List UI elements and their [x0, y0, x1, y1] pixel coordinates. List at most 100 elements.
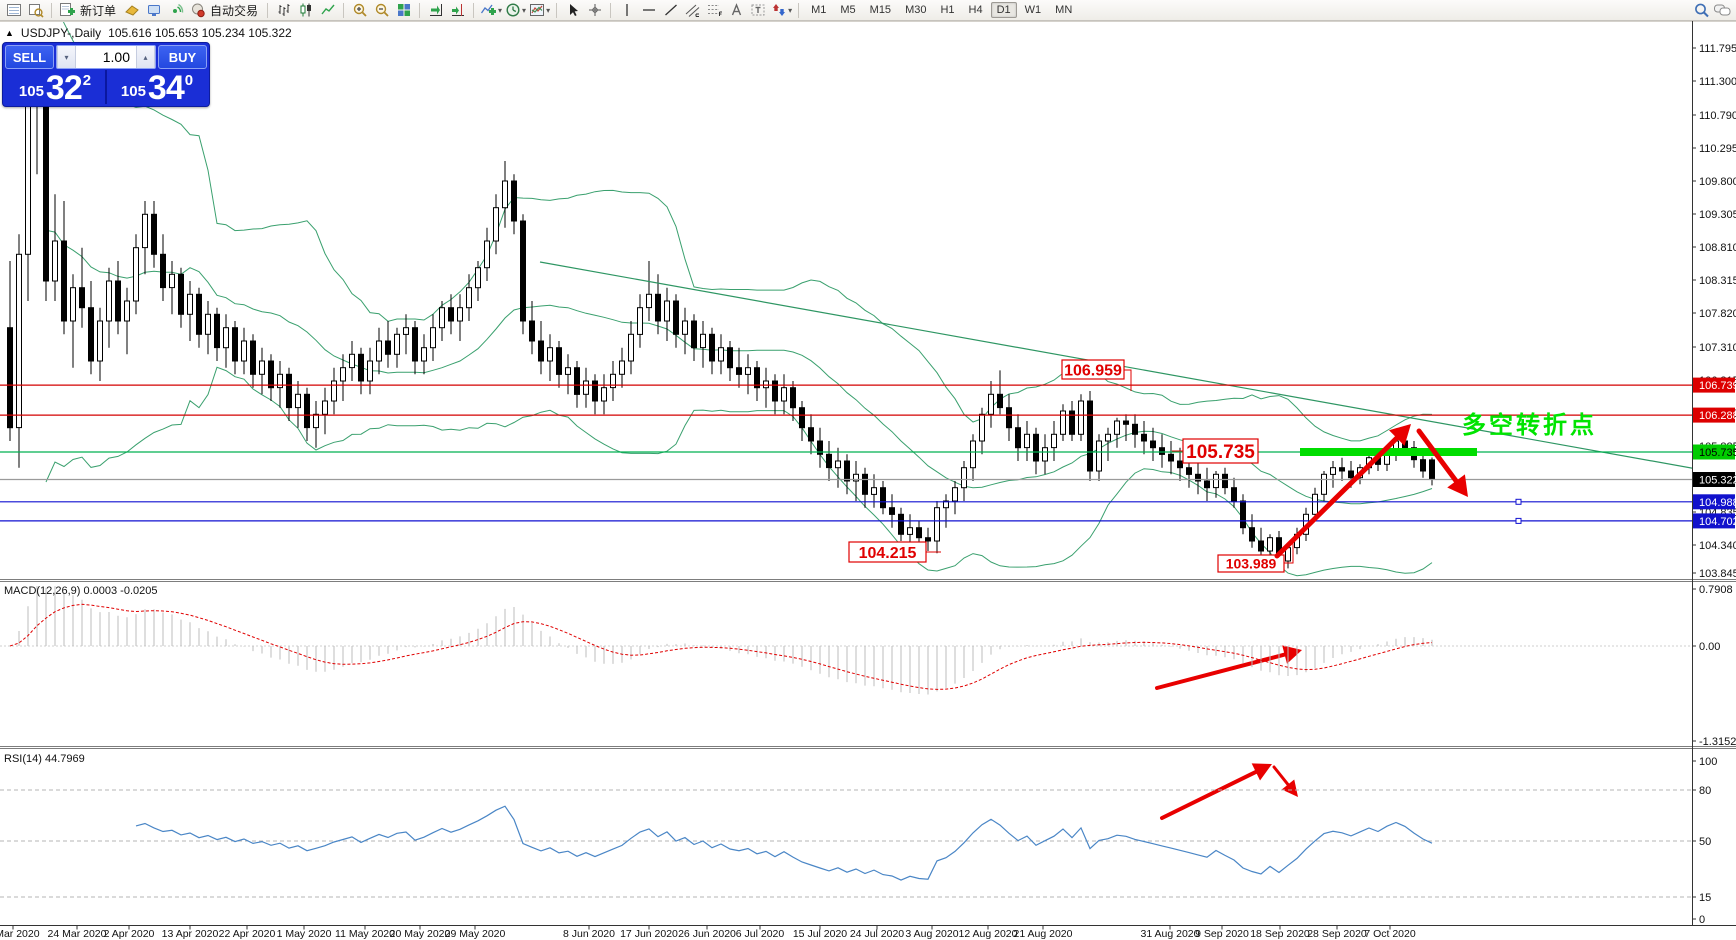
- zoom-in-icon[interactable]: [349, 1, 370, 19]
- sell-price-handle: 105: [18, 83, 44, 100]
- timeframe-button-m15[interactable]: M15: [869, 4, 892, 16]
- price-annotation-106.959[interactable]: 106.959: [1061, 359, 1132, 391]
- hline-handle[interactable]: [1515, 517, 1522, 524]
- volume-increase-button[interactable]: ▴: [136, 46, 155, 68]
- red-arrow[interactable]: [1155, 645, 1302, 690]
- price-annotation-103.989[interactable]: 103.989: [1217, 541, 1294, 573]
- trendline-icon[interactable]: [660, 1, 681, 19]
- red-arrow[interactable]: [1272, 765, 1298, 797]
- new-order-label[interactable]: 新订单: [80, 3, 117, 18]
- line-chart-icon[interactable]: [317, 1, 338, 19]
- date-tick-label: 18 Sep 2020: [1250, 928, 1310, 940]
- price-annotation-104.215[interactable]: 104.215: [848, 541, 941, 563]
- timeframe-button-h4[interactable]: H4: [968, 4, 983, 16]
- templates-icon[interactable]: ▾: [528, 1, 551, 19]
- price-axis[interactable]: 111.795 111.300 110.790 110.295 109.800 109.3…: [1692, 43, 1736, 580]
- autotrading-icon[interactable]: [187, 1, 208, 19]
- market-watch-icon[interactable]: [143, 1, 164, 19]
- descending-trendline[interactable]: [539, 261, 1736, 476]
- red-arrow[interactable]: [1160, 763, 1272, 820]
- candle-body: [1186, 467, 1192, 475]
- channel-icon[interactable]: [682, 1, 703, 19]
- zoom-out-icon[interactable]: [371, 1, 392, 19]
- candle-body: [727, 347, 733, 369]
- price-badge-105.735: [1693, 444, 1735, 460]
- red-arrow[interactable]: [1274, 424, 1411, 559]
- candle-body: [520, 220, 526, 322]
- bar-chart-icon[interactable]: [273, 1, 294, 19]
- candle-body: [304, 393, 310, 429]
- horizontal-line-icon[interactable]: [638, 1, 659, 19]
- candle-body: [565, 367, 571, 375]
- candle-body: [817, 440, 823, 455]
- candle-body: [43, 87, 49, 282]
- timeframe-button-h1[interactable]: H1: [940, 4, 955, 16]
- chart-shift-icon[interactable]: [447, 1, 468, 19]
- crosshair-icon[interactable]: [584, 1, 605, 19]
- sell-button[interactable]: SELL: [5, 45, 54, 69]
- indicators-icon[interactable]: ▾: [479, 1, 503, 19]
- candle-body: [1348, 470, 1354, 479]
- candle-body: [1312, 493, 1318, 515]
- chart-objects-layer[interactable]: 106.959 105.735 104.215 103.989 多空转折点: [0, 261, 1736, 573]
- price-annotation-105.735[interactable]: 105.735: [1172, 438, 1259, 464]
- timeframe-button-m30[interactable]: M30: [905, 4, 927, 16]
- hline-handle[interactable]: [1515, 498, 1522, 505]
- autotrading-label[interactable]: 自动交易: [210, 3, 259, 18]
- price-badge-104.988: [1693, 494, 1735, 510]
- timeframe-button-w1[interactable]: W1: [1024, 4, 1042, 16]
- candle-body: [1123, 420, 1129, 425]
- volume-input[interactable]: [76, 46, 136, 68]
- candle-body: [457, 307, 463, 322]
- chevron-down-icon: ▾: [788, 5, 793, 15]
- turning-point-note[interactable]: 多空转折点: [1462, 411, 1597, 439]
- red-arrow[interactable]: [1416, 428, 1468, 497]
- svg-text:103.989: 103.989: [1226, 556, 1277, 572]
- timeframe-button-m1[interactable]: M1: [811, 4, 827, 16]
- candle-body: [862, 473, 868, 495]
- timeframe-button-m5[interactable]: M5: [840, 4, 856, 16]
- fibonacci-icon[interactable]: [704, 1, 725, 19]
- candle-body: [736, 367, 742, 375]
- price-tick-label: 107.310: [1699, 342, 1736, 354]
- auto-scroll-icon[interactable]: [425, 1, 446, 19]
- sell-price[interactable]: 105 32 2: [5, 70, 107, 105]
- candle-body: [367, 360, 373, 382]
- text-label-icon[interactable]: [748, 1, 769, 19]
- macd-axis-label: -1.3152: [1699, 736, 1736, 748]
- candle-body: [916, 527, 922, 539]
- toolbar-separator: [473, 2, 475, 18]
- price-tick-label: 104.340: [1699, 540, 1736, 552]
- candle-body: [250, 340, 256, 375]
- arrows-tool-icon[interactable]: ▾: [770, 1, 793, 19]
- candle-body: [502, 180, 508, 209]
- buy-price[interactable]: 105 34 0: [107, 70, 207, 105]
- price-badge-105.322: [1693, 472, 1735, 487]
- timeframe-button-d1[interactable]: D1: [990, 2, 1017, 18]
- text-icon[interactable]: [726, 1, 747, 19]
- pivot-zone-bar[interactable]: [1300, 448, 1477, 456]
- expert-advisors-icon[interactable]: [121, 1, 142, 19]
- candle-body: [1213, 473, 1219, 489]
- bollinger-lower-band: [45, 366, 1433, 577]
- new-order-icon[interactable]: [57, 1, 78, 19]
- cursor-icon[interactable]: [562, 1, 583, 19]
- candlestick-chart-icon[interactable]: [295, 1, 316, 19]
- buy-button[interactable]: BUY: [158, 45, 207, 69]
- candle-body: [79, 287, 85, 309]
- tile-windows-icon[interactable]: [393, 1, 414, 19]
- signal-icon[interactable]: [165, 1, 186, 19]
- timeframe-button-mn[interactable]: MN: [1055, 4, 1073, 16]
- price-badge-label: 105.322: [1699, 475, 1736, 487]
- volume-decrease-button[interactable]: ▾: [57, 46, 76, 68]
- periods-icon[interactable]: ▾: [504, 1, 527, 19]
- vertical-line-icon[interactable]: [616, 1, 637, 19]
- search-icon[interactable]: [1691, 1, 1712, 19]
- candle-body: [403, 327, 409, 335]
- chat-icon[interactable]: [1712, 1, 1733, 19]
- chart-window-icon[interactable]: [3, 1, 24, 19]
- profile-lookup-icon[interactable]: [25, 1, 46, 19]
- candle-body: [412, 327, 418, 362]
